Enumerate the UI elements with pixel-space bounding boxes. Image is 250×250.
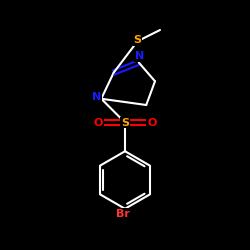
Text: S: S <box>121 118 129 128</box>
Text: O: O <box>147 118 156 128</box>
Text: O: O <box>94 118 103 128</box>
Text: N: N <box>92 92 101 102</box>
Text: Br: Br <box>116 209 130 219</box>
Text: S: S <box>134 35 141 45</box>
Text: N: N <box>136 51 144 61</box>
